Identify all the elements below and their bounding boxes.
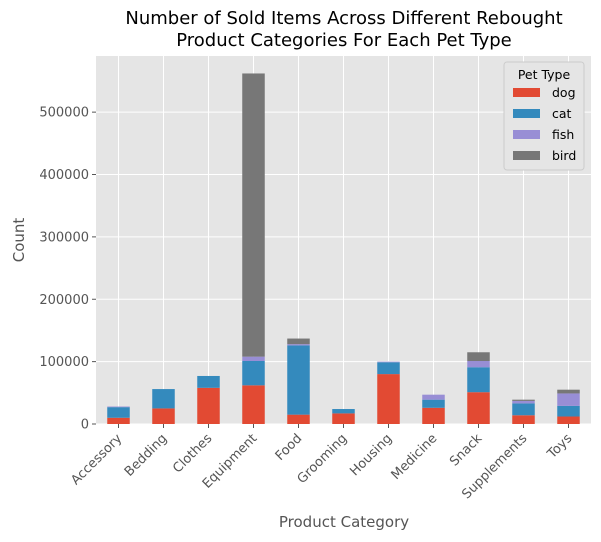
x-tick-label-accessory: Accessory xyxy=(68,431,125,488)
bar-segment-dog-medicine xyxy=(422,407,445,424)
bars xyxy=(107,73,580,424)
y-axis-ticks: 0 100000 200000 300000 400000 500000 xyxy=(39,106,96,433)
x-tick-label-food: Food xyxy=(273,431,306,464)
bar-segment-cat-equipment xyxy=(242,361,265,386)
bar-segment-fish-equipment xyxy=(242,356,265,362)
bar-segment-bird-supplements xyxy=(512,399,535,401)
bar-segment-cat-snack xyxy=(467,367,490,393)
bar-segment-cat-medicine xyxy=(422,399,445,408)
legend-swatch-dog xyxy=(513,88,540,97)
y-tick-label: 500000 xyxy=(39,106,89,121)
bar-segment-dog-bedding xyxy=(152,408,175,424)
x-tick-label-snack: Snack xyxy=(447,431,486,470)
bar-segment-bird-equipment xyxy=(242,73,265,357)
bar-segment-fish-accessory xyxy=(107,406,130,408)
bar-segment-dog-snack xyxy=(467,392,490,424)
legend-swatch-bird xyxy=(513,151,540,160)
legend-swatch-cat xyxy=(513,109,540,118)
bar-segment-bird-food xyxy=(287,338,310,345)
bar-segment-dog-toys xyxy=(557,416,580,424)
bar-segment-fish-housing xyxy=(377,361,400,363)
legend-label-fish: fish xyxy=(552,127,574,142)
x-tick-label-toys: Toys xyxy=(544,431,575,462)
bar-segment-dog-housing xyxy=(377,374,400,424)
legend-title: Pet Type xyxy=(518,67,571,82)
chart-title-line-2: Product Categories For Each Pet Type xyxy=(176,30,512,51)
title: Number of Sold Items Across Different Re… xyxy=(125,8,562,51)
bar-segment-cat-grooming xyxy=(332,409,355,414)
bar-segment-fish-toys xyxy=(557,393,580,406)
legend-swatch-fish xyxy=(513,130,540,139)
bar-segment-fish-medicine xyxy=(422,394,445,400)
bar-segment-dog-grooming xyxy=(332,413,355,424)
x-tick-label-clothes: Clothes xyxy=(170,431,215,476)
bar-segment-cat-food xyxy=(287,345,310,415)
bar-segment-cat-bedding xyxy=(152,389,175,409)
bar-segment-fish-food xyxy=(287,344,310,346)
bar-segment-cat-clothes xyxy=(197,375,220,388)
legend-label-cat: cat xyxy=(552,106,572,121)
legend: Pet Type dog cat fish bird xyxy=(503,61,585,171)
chart-title-line-1: Number of Sold Items Across Different Re… xyxy=(125,8,562,29)
bar-segment-fish-snack xyxy=(467,361,490,368)
bar-segment-bird-toys xyxy=(557,389,580,394)
bar-segment-dog-food xyxy=(287,414,310,424)
bar-segment-cat-toys xyxy=(557,405,580,417)
bar-segment-cat-housing xyxy=(377,362,400,375)
y-tick-label: 200000 xyxy=(39,293,89,308)
bar-segment-fish-supplements xyxy=(512,400,535,404)
y-tick-label: 300000 xyxy=(39,230,89,245)
legend-label-dog: dog xyxy=(552,85,576,100)
y-axis-label: Count xyxy=(10,218,28,263)
bar-segment-dog-clothes xyxy=(197,387,220,424)
x-tick-label-bedding: Bedding xyxy=(122,431,170,479)
bar-segment-dog-supplements xyxy=(512,415,535,424)
bar-segment-dog-equipment xyxy=(242,385,265,424)
bar-segment-bird-snack xyxy=(467,352,490,362)
bar-segment-cat-accessory xyxy=(107,407,130,418)
y-tick-label: 400000 xyxy=(39,168,89,183)
y-tick-label: 100000 xyxy=(39,355,89,370)
bar-segment-dog-accessory xyxy=(107,417,130,424)
bar-segment-cat-supplements xyxy=(512,403,535,416)
x-tick-label-medicine: Medicine xyxy=(389,431,441,483)
y-tick-label: 0 xyxy=(81,418,89,433)
legend-label-bird: bird xyxy=(552,148,576,163)
x-axis-label: Product Category xyxy=(279,513,409,531)
